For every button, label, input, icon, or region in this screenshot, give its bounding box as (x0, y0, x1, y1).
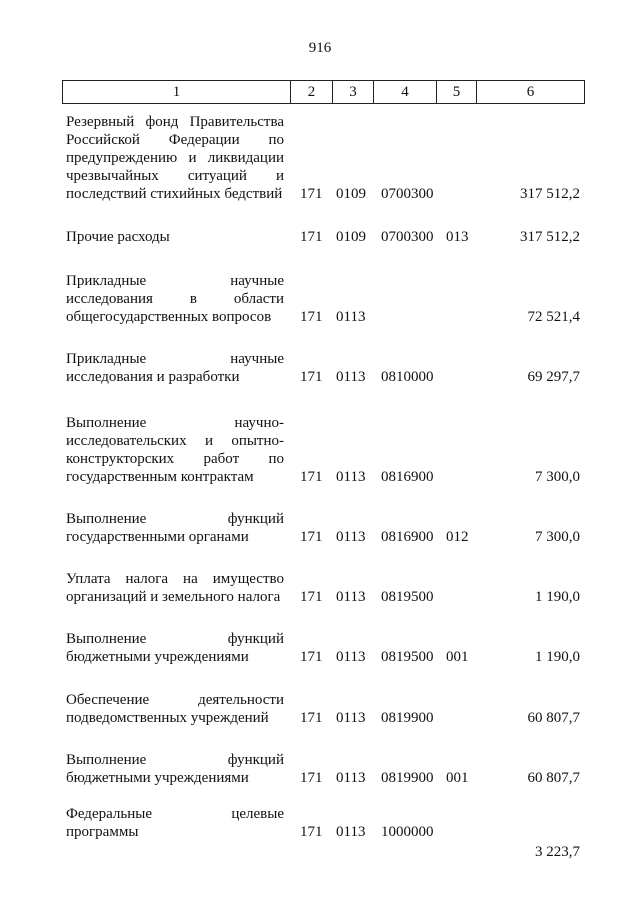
row-description: Выполнение функций бюджетными учреждениям… (66, 751, 284, 787)
description-line: Уплата налога на имущество (66, 571, 284, 587)
row-description: Резервный фонд Правительства Российской Ф… (66, 113, 284, 203)
description-line: Российской Федерации по (66, 132, 284, 148)
description-line: бюджетными учреждениями (66, 649, 249, 665)
cell-c5: 001 (446, 649, 469, 665)
cell-c3: 0113 (336, 824, 366, 840)
cell-c6: 3 223,7 (535, 844, 580, 860)
description-line: Федеральные целевые (66, 806, 284, 822)
cell-c4: 0819900 (381, 710, 434, 726)
description-line: подведомственных учреждений (66, 710, 269, 726)
description-line: исследования в области (66, 291, 284, 307)
header-col-2: 2 (291, 81, 333, 103)
cell-c2: 171 (300, 186, 323, 202)
description-line: чрезвычайных ситуаций и (66, 168, 284, 184)
description-line: организаций и земельного налога (66, 589, 281, 605)
cell-c6: 1 190,0 (535, 649, 580, 665)
cell-c4: 0816900 (381, 529, 434, 545)
cell-c2: 171 (300, 229, 323, 245)
description-line: Обеспечение деятельности (66, 692, 284, 708)
description-line: Прочие расходы (66, 229, 170, 245)
cell-c2: 171 (300, 469, 323, 485)
cell-c4: 0816900 (381, 469, 434, 485)
cell-c6: 72 521,4 (527, 309, 581, 325)
cell-c3: 0109 (336, 229, 366, 245)
cell-c6: 1 190,0 (535, 589, 580, 605)
header-col-6: 6 (526, 84, 535, 100)
cell-c5: 001 (446, 770, 469, 786)
cell-c6: 317 512,2 (520, 186, 580, 202)
cell-c3: 0109 (336, 186, 366, 202)
cell-c2: 171 (300, 649, 323, 665)
cell-c6: 7 300,0 (535, 529, 580, 545)
description-line: исследовательских и опытно- (66, 433, 284, 449)
cell-c4: 0810000 (381, 369, 434, 385)
row-description: Выполнение функций государственными орган… (66, 510, 284, 546)
cell-c6: 7 300,0 (535, 469, 580, 485)
description-line: государственными органами (66, 529, 249, 545)
cell-c4: 0700300 (381, 229, 434, 245)
row-description: Уплата налога на имущество организаций и … (66, 570, 284, 606)
cell-c3: 0113 (336, 589, 366, 605)
row-description: Обеспечение деятельности подведомственных… (66, 691, 284, 727)
cell-c4: 0819500 (381, 589, 434, 605)
row-description: Прочие расходы (66, 228, 284, 246)
row-description: Выполнение научно-исследовательских и оп… (66, 414, 284, 486)
cell-c6: 317 512,2 (520, 229, 580, 245)
row-description: Федеральные целевые программы (66, 805, 284, 841)
row-description: Прикладные научные исследования и разрабо… (66, 350, 284, 386)
cell-c2: 171 (300, 770, 323, 786)
cell-c3: 0113 (336, 710, 366, 726)
description-line: исследования и разработки (66, 369, 240, 385)
header-col-1: 1 (63, 81, 291, 103)
description-line: последствий стихийных бедствий (66, 186, 283, 202)
cell-c3: 0113 (336, 469, 366, 485)
row-description: Выполнение функций бюджетными учреждениям… (66, 630, 284, 666)
description-line: государственным контрактам (66, 469, 254, 485)
cell-c2: 171 (300, 824, 323, 840)
cell-c2: 171 (300, 369, 323, 385)
cell-c3: 0113 (336, 770, 366, 786)
description-line: Прикладные научные (66, 273, 284, 289)
description-line: программы (66, 824, 139, 840)
cell-c5: 012 (446, 529, 469, 545)
table-header: 1 2 3 4 5 6 (62, 80, 585, 104)
header-col-4: 4 (374, 81, 437, 103)
cell-c2: 171 (300, 309, 323, 325)
header-col-3: 3 (333, 81, 374, 103)
description-line: конструкторских работ по (66, 451, 284, 467)
description-line: Выполнение функций (66, 752, 284, 768)
cell-c3: 0113 (336, 369, 366, 385)
cell-c2: 171 (300, 529, 323, 545)
page-number: 916 (308, 40, 332, 56)
description-line: Выполнение функций (66, 631, 284, 647)
cell-c3: 0113 (336, 649, 366, 665)
description-line: Выполнение научно- (66, 415, 284, 431)
description-line: предупреждению и ликвидации (66, 150, 284, 166)
cell-c4: 0819500 (381, 649, 434, 665)
cell-c4: 0819900 (381, 770, 434, 786)
cell-c5: 013 (446, 229, 469, 245)
cell-c2: 171 (300, 589, 323, 605)
description-line: Резервный фонд Правительства (66, 114, 284, 130)
cell-c3: 0113 (336, 529, 366, 545)
description-line: Прикладные научные (66, 351, 284, 367)
cell-c3: 0113 (336, 309, 366, 325)
cell-c4: 0700300 (381, 186, 434, 202)
cell-c6: 69 297,7 (527, 369, 581, 385)
cell-c6: 60 807,7 (527, 710, 581, 726)
header-col-5: 5 (437, 81, 477, 103)
cell-c6: 60 807,7 (527, 770, 581, 786)
cell-c2: 171 (300, 710, 323, 726)
description-line: Выполнение функций (66, 511, 284, 527)
row-description: Прикладные научные исследования в области… (66, 272, 284, 326)
description-line: бюджетными учреждениями (66, 770, 249, 786)
description-line: общегосударственных вопросов (66, 309, 272, 325)
cell-c4: 1000000 (381, 824, 434, 840)
